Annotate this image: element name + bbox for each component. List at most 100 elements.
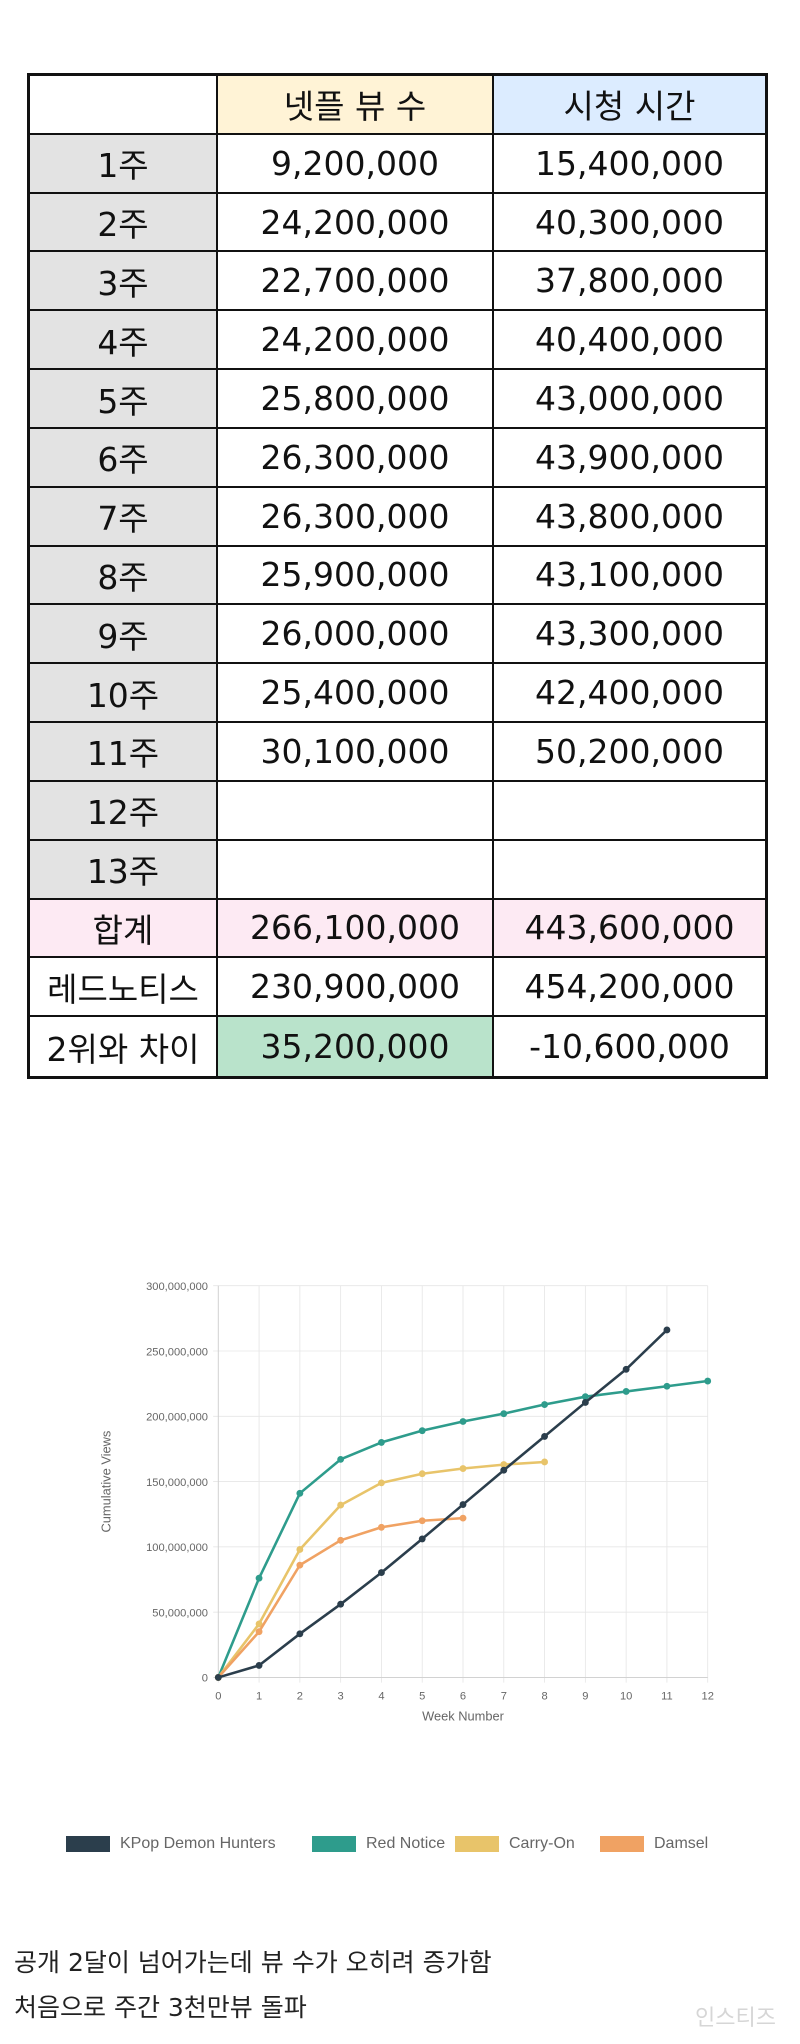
y-tick-label: 300,000,000 (146, 1281, 208, 1293)
data-point (541, 1432, 548, 1440)
row-label-cell: 12주 (30, 781, 218, 841)
table-row: 2주 24,200,000 40,300,000 (30, 193, 765, 253)
data-point (378, 1523, 385, 1531)
value-cell: 42,400,000 (494, 664, 765, 724)
x-tick-label: 8 (541, 1691, 547, 1703)
value-cell: 43,300,000 (494, 605, 765, 665)
data-point (622, 1365, 630, 1373)
table-row: 1주 9,200,000 15,400,000 (30, 134, 765, 194)
row-label-cell: 합계 (30, 899, 218, 959)
data-point (296, 1630, 304, 1638)
legend-swatch (455, 1836, 499, 1852)
value-cell: 22,700,000 (218, 252, 494, 312)
data-point (541, 1401, 548, 1408)
data-point (418, 1517, 426, 1525)
data-point (296, 1546, 304, 1553)
data-point (337, 1501, 345, 1509)
row-label-cell: 8주 (30, 546, 218, 606)
row-label-cell: 5주 (30, 370, 218, 429)
x-tick-label: 2 (297, 1691, 303, 1703)
table-row: 5주 25,800,000 43,000,000 (30, 370, 765, 429)
row-label-cell: 1주 (30, 134, 218, 194)
table-row: 3주 22,700,000 37,800,000 (30, 252, 765, 312)
header-cell: 시청 시간 (494, 76, 765, 135)
value-cell (494, 840, 765, 900)
row-label-cell: 7주 (30, 487, 218, 547)
value-cell: 43,900,000 (494, 428, 765, 488)
value-cell: 24,200,000 (218, 193, 494, 253)
value-cell: 26,300,000 (218, 487, 494, 547)
value-cell (218, 781, 494, 841)
table-row: 9주 26,000,000 43,300,000 (30, 605, 765, 665)
table-row: 4주 24,200,000 40,400,000 (30, 311, 765, 371)
data-point (541, 1458, 548, 1466)
value-cell: 40,300,000 (494, 193, 765, 253)
row-label-cell: 10주 (30, 664, 218, 724)
row-label-cell: 3주 (30, 252, 218, 312)
legend-item[interactable]: Damsel (600, 1835, 708, 1853)
data-point (500, 1461, 508, 1469)
chart-legend: KPop Demon Hunters Red Notice Carry-On Dams… (0, 1835, 800, 1865)
value-cell: 25,400,000 (218, 664, 494, 724)
value-cell: 24,200,000 (218, 311, 494, 371)
x-tick-label: 10 (620, 1691, 632, 1703)
cumulative-views-chart: 0 1 2 3 4 5 6 7 8 9 10 11 12 0 50,000,000 100,000,000 15… (0, 1260, 800, 1740)
x-axis-label: Week Number (422, 1708, 505, 1723)
data-point (337, 1455, 345, 1463)
legend-label: Damsel (654, 1835, 709, 1852)
table-row: 7주 26,300,000 43,800,000 (30, 487, 765, 547)
data-point (418, 1470, 426, 1478)
value-cell: 443,600,000 (494, 899, 765, 959)
value-cell: -10,600,000 (494, 1017, 765, 1076)
x-tick-label: 12 (702, 1691, 714, 1703)
data-point (255, 1574, 263, 1582)
header-cell (30, 76, 218, 135)
data-point (418, 1535, 426, 1543)
y-tick-label: 200,000,000 (146, 1412, 208, 1424)
value-cell: 30,100,000 (218, 723, 494, 782)
legend-item[interactable]: Carry-On (455, 1835, 575, 1853)
data-point (337, 1536, 345, 1544)
header-cell: 넷플 뷰 수 (218, 76, 494, 135)
x-tick-label: 5 (419, 1691, 425, 1703)
data-point (214, 1674, 222, 1681)
caption-line-2: 처음으로 주간 3천만뷰 돌파 (14, 1993, 307, 2022)
legend-item[interactable]: Red Notice (312, 1835, 445, 1853)
row-label-cell: 2주 (30, 193, 218, 253)
row-label-cell: 11주 (30, 723, 218, 782)
caption: 공개 2달이 넘어가는데 뷰 수가 오히려 증가함 처음으로 주간 3천만뷰 돌… (14, 1940, 774, 2030)
table-row: 2위와 차이 35,200,000 -10,600,000 (30, 1017, 765, 1076)
x-tick-label: 0 (215, 1691, 221, 1703)
table-row: 10주 25,400,000 42,400,000 (30, 664, 765, 724)
row-label-cell: 9주 (30, 605, 218, 665)
chart-svg: 0 1 2 3 4 5 6 7 8 9 10 11 12050,000,000100,000,00015… (98, 1281, 714, 1723)
table-row: 11주 30,100,000 50,200,000 (30, 723, 765, 782)
data-point (663, 1382, 671, 1390)
x-tick-label: 11 (661, 1691, 673, 1703)
x-tick-label: 7 (501, 1691, 507, 1703)
data-point (459, 1514, 467, 1522)
table-row: 6주 26,300,000 43,900,000 (30, 428, 765, 488)
value-cell: 15,400,000 (494, 134, 765, 194)
data-point (500, 1466, 508, 1474)
data-point (255, 1628, 263, 1636)
data-point (459, 1465, 467, 1472)
data-point (459, 1501, 467, 1508)
value-cell: 50,200,000 (494, 723, 765, 782)
legend-swatch (600, 1836, 644, 1852)
data-point (255, 1620, 263, 1628)
x-tick-label: 4 (378, 1691, 384, 1703)
value-cell: 26,300,000 (218, 428, 494, 488)
data-point (378, 1479, 385, 1487)
value-cell: 9,200,000 (218, 134, 494, 194)
value-cell: 43,000,000 (494, 370, 765, 429)
value-cell: 454,200,000 (494, 958, 765, 1018)
row-label-cell: 13주 (30, 840, 218, 900)
value-cell: 25,900,000 (218, 546, 494, 606)
x-tick-label: 3 (338, 1691, 344, 1703)
table-row: 8주 25,900,000 43,100,000 (30, 546, 765, 606)
data-point (255, 1661, 263, 1669)
legend-item[interactable]: KPop Demon Hunters (66, 1835, 276, 1853)
data-point (581, 1393, 589, 1401)
table-row: 13주 (30, 840, 765, 900)
